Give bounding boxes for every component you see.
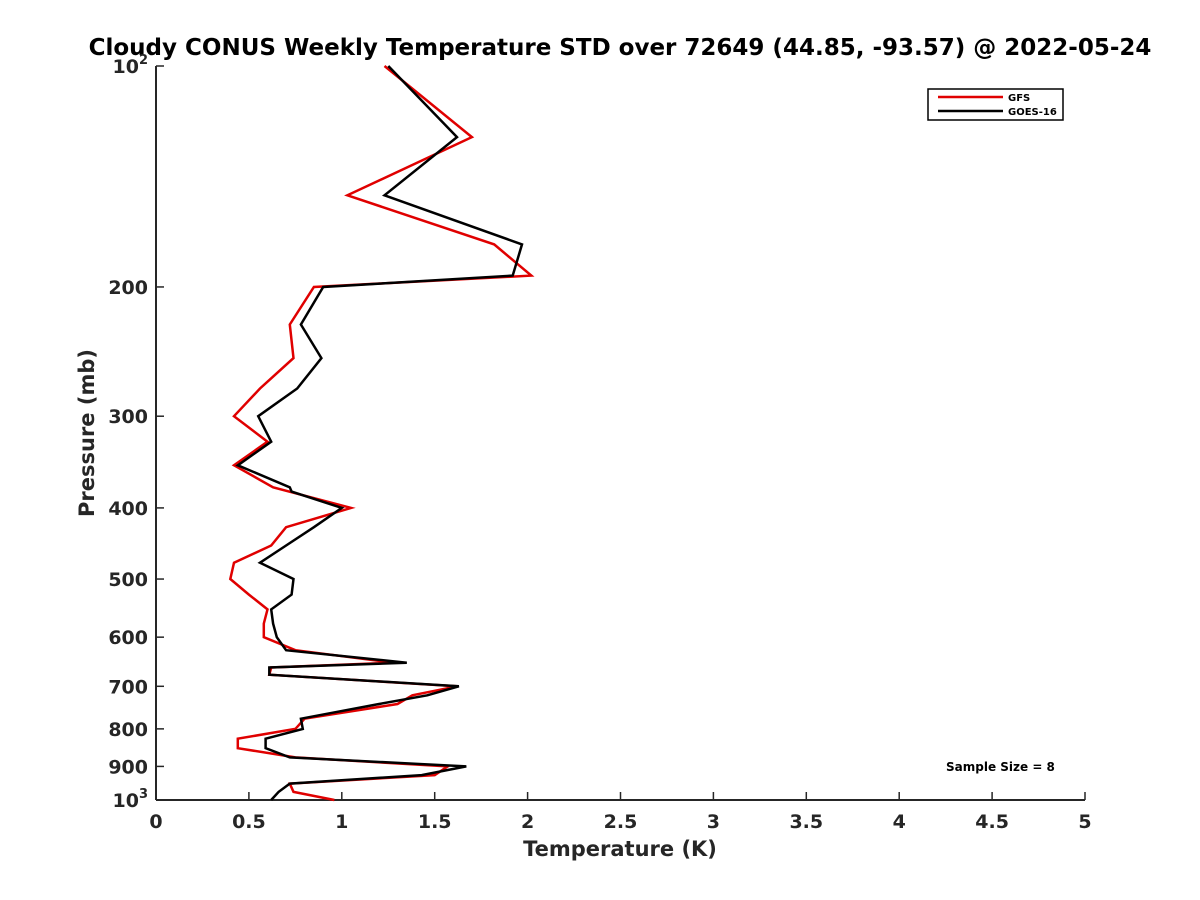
legend-label-goes16: GOES-16: [1008, 107, 1057, 118]
x-tick-label: 2: [521, 811, 534, 833]
legend-label-gfs: GFS: [1008, 93, 1030, 104]
y-tick-exponent: 2: [139, 53, 148, 68]
y-tick-label: 500: [108, 569, 148, 591]
y-tick-label: 102: [113, 53, 149, 78]
x-tick-label: 0: [149, 811, 162, 833]
y-tick-exponent: 3: [139, 787, 148, 802]
legend-box: [927, 88, 1064, 121]
y-tick-label: 200: [108, 277, 148, 299]
y-tick-label: 400: [108, 498, 148, 520]
y-axis-label: Pressure (mb): [75, 349, 99, 517]
chart-title: Cloudy CONUS Weekly Temperature STD over…: [89, 35, 1152, 61]
x-tick-label: 3: [707, 811, 720, 833]
x-tick-label: 4.5: [975, 811, 1009, 833]
y-tick-label: 600: [108, 627, 148, 649]
x-tick-label: 3.5: [789, 811, 823, 833]
y-tick-label: 103: [113, 787, 149, 812]
x-tick-label: 1: [335, 811, 348, 833]
x-tick-label: 0.5: [232, 811, 266, 833]
x-axis-label: Temperature (K): [523, 837, 717, 861]
x-tick-label: 2.5: [604, 811, 638, 833]
y-tick-label: 900: [108, 756, 148, 778]
y-tick-label: 700: [108, 676, 148, 698]
x-tick-label: 4: [893, 811, 906, 833]
y-tick-label: 300: [108, 406, 148, 428]
x-tick-label: 5: [1078, 811, 1091, 833]
series-line-goes16: [235, 65, 524, 801]
sample-size-annotation: Sample Size = 8: [946, 760, 1055, 774]
y-tick-label: 800: [108, 719, 148, 741]
plot-area: 0 0.5 1 1.5 2 2.5 3 3.5 4 4.5 5 102 200 300 400 500 600 7…: [108, 53, 1091, 833]
series-line-gfs: [228, 65, 535, 802]
x-tick-label: 1.5: [418, 811, 452, 833]
legend: GFS GOES-16: [927, 88, 1064, 121]
